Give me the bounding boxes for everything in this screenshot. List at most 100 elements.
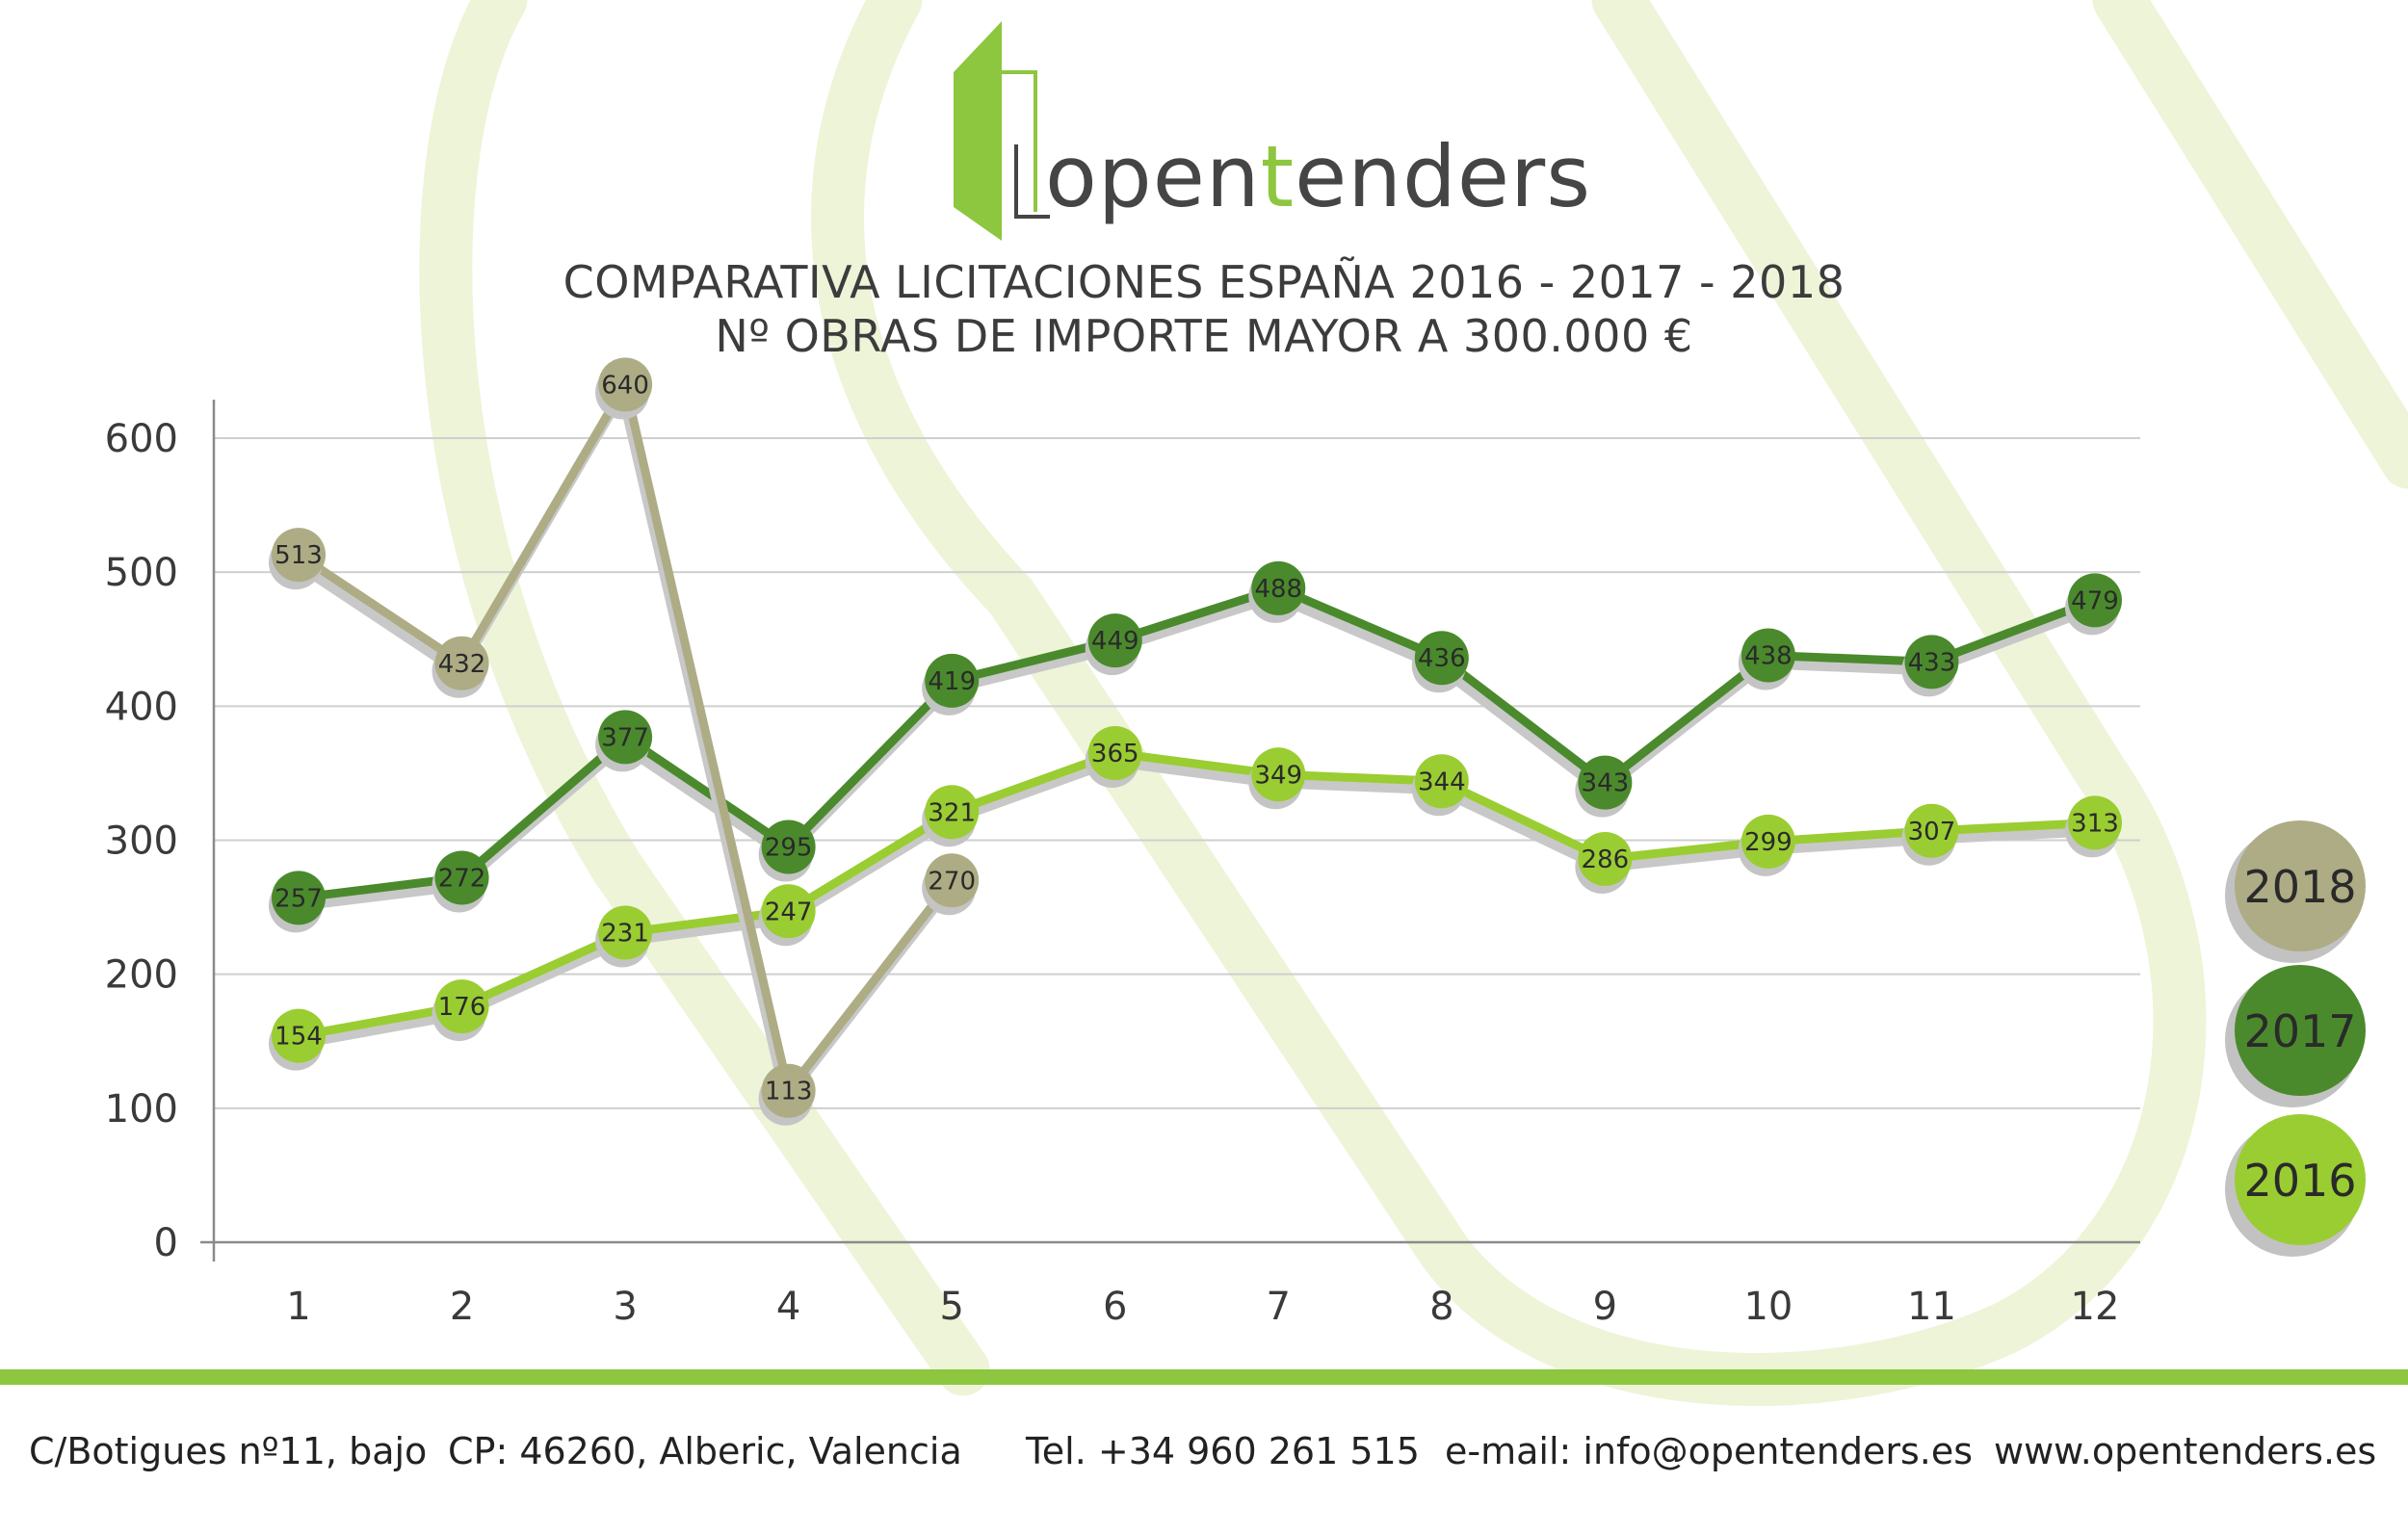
y-tick-label: 600 <box>105 417 178 461</box>
data-point <box>1578 755 1633 810</box>
footer-website[interactable]: www.opentenders.es <box>1994 1430 2377 1472</box>
data-label: 257 <box>275 884 323 913</box>
y-tick-label: 0 <box>154 1221 178 1265</box>
footer-email[interactable]: e-mail: info@opentenders.es <box>1445 1430 1974 1472</box>
y-tick-label: 300 <box>105 820 178 864</box>
data-point <box>434 850 489 905</box>
data-point <box>1904 635 1959 689</box>
data-label: 419 <box>928 667 976 696</box>
data-point <box>598 905 653 960</box>
x-tick-label: 4 <box>776 1285 800 1329</box>
data-point <box>1251 747 1306 802</box>
data-point <box>598 357 653 412</box>
opentenders-logo: opentenders <box>949 19 1590 241</box>
data-point <box>925 785 980 840</box>
data-point <box>272 871 326 925</box>
footer-phone: Tel. +34 960 261 515 <box>1026 1430 1420 1472</box>
logo-word-open: open <box>1045 127 1261 226</box>
footer-postal-code: CP: 46260, Alberic, Valencia <box>448 1430 962 1472</box>
data-label: 270 <box>928 867 976 896</box>
data-label: 321 <box>928 798 976 827</box>
data-point <box>1087 726 1142 781</box>
y-tick-label: 200 <box>105 953 178 998</box>
x-tick-label: 12 <box>2071 1285 2120 1329</box>
data-point <box>434 979 489 1034</box>
data-label: 247 <box>765 898 813 926</box>
data-label: 365 <box>1091 740 1139 768</box>
chart-title-line-1: COMPARATIVA LICITACIONES ESPAÑA 2016 - 2… <box>563 256 1845 308</box>
x-tick-label: 8 <box>1429 1285 1453 1329</box>
data-label: 295 <box>765 833 813 862</box>
x-tick-label: 7 <box>1267 1285 1291 1329</box>
data-label: 299 <box>1744 828 1793 857</box>
data-label: 176 <box>438 993 486 1022</box>
series-line-shadow <box>295 591 2094 912</box>
data-point <box>1578 831 1633 886</box>
y-tick-label: 100 <box>105 1087 178 1132</box>
x-tick-label: 2 <box>450 1285 474 1329</box>
data-label: 377 <box>601 723 649 752</box>
logo-word-enders: enders <box>1295 127 1592 226</box>
series-2016: 154 176 231 247 321 365 349 344 286 299 307 313 <box>269 726 2122 1071</box>
data-label: 479 <box>2071 586 2119 615</box>
data-point <box>1251 560 1306 615</box>
data-label: 438 <box>1744 641 1793 670</box>
data-label: 313 <box>2071 809 2119 838</box>
legend-label: 2017 <box>2243 1005 2356 1057</box>
data-label: 272 <box>438 864 486 893</box>
data-label: 154 <box>275 1023 323 1052</box>
legend-circle <box>2235 965 2366 1096</box>
legend-label: 2016 <box>2243 1155 2356 1207</box>
data-point <box>1087 613 1142 668</box>
series-2018: 513 432 640 113 270 <box>269 357 980 1126</box>
logo-word-t: t <box>1260 127 1296 226</box>
logo-wordmark: opentenders <box>1045 135 1591 220</box>
data-point <box>272 528 326 583</box>
data-label: 449 <box>1091 627 1139 656</box>
x-tick-label: 5 <box>939 1285 963 1329</box>
data-point <box>434 636 489 690</box>
data-label: 343 <box>1582 769 1630 798</box>
data-point <box>598 710 653 765</box>
data-point <box>1741 814 1795 869</box>
legend-item-2017: 2017 <box>2225 965 2366 1107</box>
data-label: 513 <box>275 541 323 570</box>
building-logo-icon <box>954 21 1050 241</box>
footer-address: C/Botigues nº11, bajo <box>29 1430 428 1472</box>
legend-circle <box>2235 1114 2366 1245</box>
footer-accent-bar <box>0 1369 2408 1385</box>
x-tick-label: 10 <box>1743 1285 1793 1329</box>
x-tick-label: 3 <box>613 1285 637 1329</box>
data-label: 307 <box>1908 818 1956 846</box>
x-tick-label: 11 <box>1907 1285 1956 1329</box>
data-label: 488 <box>1254 575 1302 604</box>
legend-item-2016: 2016 <box>2225 1114 2366 1257</box>
data-point <box>761 884 816 939</box>
data-label: 349 <box>1254 761 1302 790</box>
data-point <box>925 853 980 908</box>
x-tick-label: 6 <box>1103 1285 1127 1329</box>
x-tick-label: 9 <box>1593 1285 1617 1329</box>
legend-circle <box>2235 820 2366 951</box>
data-point <box>1414 631 1469 686</box>
legend-item-2018: 2018 <box>2225 820 2366 963</box>
legend-label: 2018 <box>2243 861 2356 913</box>
data-point <box>925 653 980 708</box>
data-point <box>2068 795 2122 850</box>
data-label: 344 <box>1418 768 1466 796</box>
data-label: 433 <box>1908 648 1956 677</box>
data-point <box>2068 573 2122 628</box>
y-tick-label: 400 <box>105 685 178 729</box>
data-label: 436 <box>1418 644 1466 673</box>
data-point <box>761 820 816 874</box>
series-line-shadow <box>295 757 2093 1050</box>
chart-title-line-2: Nº OBRAS DE IMPORTE MAYOR A 300.000 € <box>715 310 1693 362</box>
data-point <box>272 1008 326 1063</box>
data-label: 231 <box>601 920 649 949</box>
x-tick-label: 1 <box>286 1285 310 1329</box>
series-2017: 257 272 377 295 419 449 488 436 343 438 433 479 <box>269 560 2122 933</box>
y-tick-label: 500 <box>105 551 178 595</box>
data-label: 286 <box>1582 846 1630 874</box>
data-point <box>1904 803 1959 858</box>
